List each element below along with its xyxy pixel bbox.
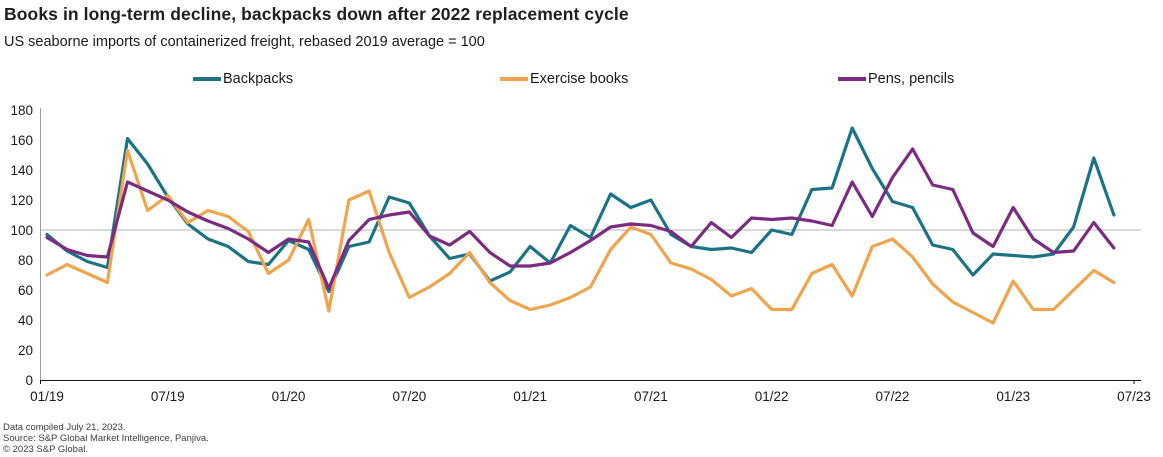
footer-compiled-line: Data compiled July 21, 2023. bbox=[3, 422, 126, 433]
x-tick-label-07-20: 07/20 bbox=[392, 389, 426, 404]
x-tick-label-01-22: 01/22 bbox=[755, 389, 789, 404]
footer-copyright-line: © 2023 S&P Global. bbox=[3, 444, 88, 455]
x-tick-label-01-23: 01/23 bbox=[996, 389, 1030, 404]
legend-label-pens-pencils: Pens, pencils bbox=[868, 71, 955, 87]
x-tick-label-07-21: 07/21 bbox=[634, 389, 668, 404]
y-tick-label-120: 120 bbox=[10, 193, 33, 208]
y-tick-label-40: 40 bbox=[18, 313, 33, 328]
chart-title: Books in long-term decline, backpacks do… bbox=[4, 4, 629, 24]
exercise-books-line bbox=[45, 148, 1116, 325]
y-tick-label-140: 140 bbox=[10, 163, 33, 178]
footer: Data compiled July 21, 2023. Source: S&P… bbox=[3, 422, 209, 455]
exercise-books-line-swatch bbox=[500, 77, 528, 81]
x-tick-label-07-23: 07/23 bbox=[1117, 389, 1151, 404]
pens-pencils-line-swatch bbox=[838, 77, 866, 81]
x-tick-label-07-19: 07/19 bbox=[151, 389, 185, 404]
x-tick-label-01-19: 01/19 bbox=[30, 389, 64, 404]
backpacks-line bbox=[45, 126, 1116, 294]
x-tick-label-07-22: 07/22 bbox=[876, 389, 910, 404]
legend-item-exercise-books: Exercise books bbox=[500, 70, 628, 88]
y-tick-label-80: 80 bbox=[18, 253, 33, 268]
footer-source-line: Source: S&P Global Market Intelligence, … bbox=[3, 433, 209, 444]
y-tick-label-20: 20 bbox=[18, 343, 33, 358]
y-tick-label-100: 100 bbox=[10, 223, 33, 238]
y-tick-label-180: 180 bbox=[10, 103, 33, 118]
legend-item-backpacks: Backpacks bbox=[193, 70, 293, 88]
x-tick-label-01-21: 01/21 bbox=[513, 389, 547, 404]
legend-label-exercise-books: Exercise books bbox=[530, 71, 629, 87]
pens-pencils-line bbox=[45, 147, 1116, 291]
y-tick-label-160: 160 bbox=[10, 133, 33, 148]
legend: Backpacks Exercise books Pens, pencils bbox=[0, 70, 1163, 90]
chart-subtitle: US seaborne imports of containerized fre… bbox=[4, 34, 485, 50]
x-tick-label-01-20: 01/20 bbox=[272, 389, 306, 404]
y-tick-label-0: 0 bbox=[25, 373, 33, 388]
backpacks-line-swatch bbox=[193, 77, 221, 81]
legend-label-backpacks: Backpacks bbox=[223, 71, 294, 87]
y-tick-label-60: 60 bbox=[18, 283, 33, 298]
legend-item-pens-pencils: Pens, pencils bbox=[838, 70, 954, 88]
